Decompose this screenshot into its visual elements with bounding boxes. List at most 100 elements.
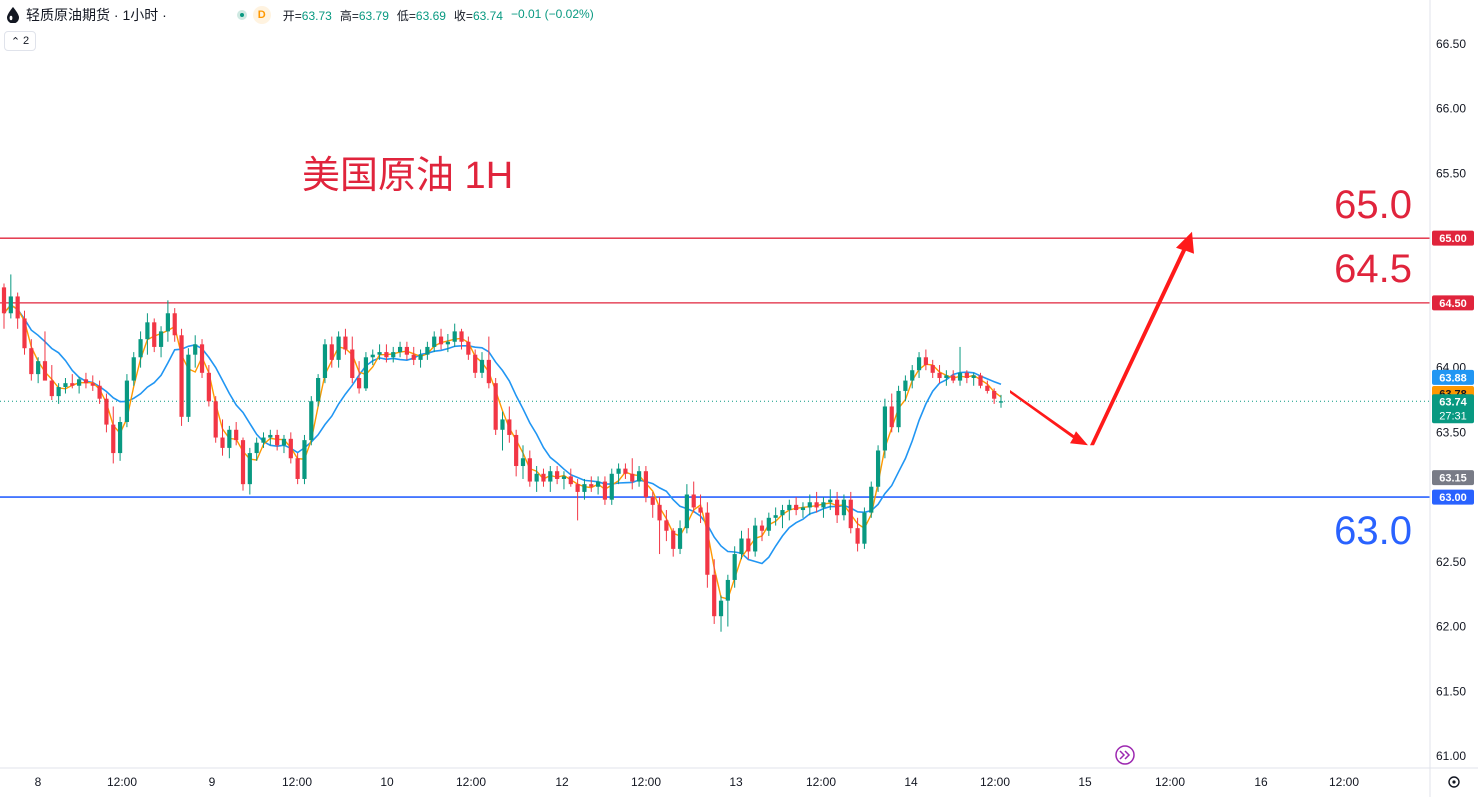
candle — [609, 468, 614, 505]
candle — [22, 310, 27, 355]
candle — [951, 370, 956, 384]
candle — [787, 499, 792, 521]
level-label-63: 63.0 — [1334, 509, 1412, 553]
x-tick-label: 12:00 — [980, 775, 1010, 789]
candle — [459, 328, 464, 350]
countdown-label: 27:31 — [1439, 410, 1467, 422]
candle — [828, 489, 833, 511]
candle — [725, 574, 730, 627]
x-tick-label: 12:00 — [107, 775, 137, 789]
candle — [589, 476, 594, 492]
candle — [807, 494, 812, 516]
candle — [83, 372, 89, 389]
candle — [36, 357, 41, 384]
candle — [356, 361, 362, 394]
forecast-arrow-down — [1010, 389, 1088, 446]
candle — [937, 365, 942, 384]
y-tick-label: 63.50 — [1436, 425, 1466, 439]
candle — [527, 450, 532, 487]
candle — [882, 398, 888, 459]
candle — [404, 341, 409, 360]
candle — [97, 380, 102, 404]
candle — [329, 336, 334, 368]
candle — [384, 344, 389, 363]
candle — [568, 468, 573, 487]
x-tick-label: 8 — [35, 775, 42, 789]
candle — [541, 468, 546, 487]
candle — [957, 346, 963, 386]
candle — [288, 432, 293, 464]
candle — [275, 429, 280, 451]
chart-header: 轻质原油期货 · 1小时 · D 开=63.73 高=63.79 低=63.69… — [0, 0, 594, 30]
candle — [309, 396, 314, 446]
level-label-65: 65.0 — [1334, 183, 1412, 227]
candle — [636, 466, 642, 487]
chevron-up-icon: ⌃ — [10, 35, 21, 48]
candle — [548, 466, 553, 492]
candle — [821, 497, 826, 518]
candle — [220, 419, 225, 456]
symbol-title[interactable]: 轻质原油期货 · 1小时 · — [26, 7, 167, 23]
x-tick-label: 14 — [904, 775, 918, 789]
candle — [445, 333, 450, 353]
candle — [193, 335, 198, 368]
candle — [773, 507, 778, 526]
candle — [486, 336, 491, 389]
candle — [438, 328, 444, 350]
candle — [63, 377, 68, 394]
scroll-to-realtime-icon[interactable] — [1115, 745, 1135, 765]
candle — [630, 458, 635, 490]
candle — [261, 432, 266, 448]
candle — [199, 339, 205, 378]
candle — [650, 491, 655, 518]
candle — [923, 349, 928, 371]
candle — [466, 336, 471, 360]
candle — [111, 406, 116, 464]
candle — [343, 328, 348, 355]
x-tick-label: 12 — [555, 775, 569, 789]
x-tick-label: 15 — [1078, 775, 1092, 789]
x-tick-label: 12:00 — [631, 775, 661, 789]
x-tick-label: 12:00 — [806, 775, 836, 789]
indicators-collapse-button[interactable]: ⌃ 2 — [4, 31, 36, 51]
candle — [240, 437, 246, 491]
candle — [691, 481, 696, 513]
candle — [8, 274, 13, 319]
svg-text:63.00: 63.00 — [1439, 492, 1467, 504]
y-tick-label: 66.50 — [1436, 37, 1466, 51]
candle — [90, 375, 95, 391]
candle — [520, 445, 526, 479]
candle — [295, 453, 300, 485]
level-label-645: 64.5 — [1334, 247, 1412, 291]
candle — [814, 491, 819, 513]
candle — [623, 463, 628, 479]
market-status[interactable]: D — [236, 6, 271, 24]
settings-icon[interactable] — [1448, 776, 1460, 788]
candle — [77, 376, 82, 394]
candle — [322, 339, 328, 384]
candle — [746, 528, 751, 560]
price-tag-last: 63.74 27:31 — [1432, 394, 1474, 424]
y-tick-label: 61.50 — [1436, 684, 1466, 698]
candle — [452, 323, 457, 347]
candle — [186, 348, 191, 423]
y-tick-label: 66.00 — [1436, 102, 1466, 116]
candle — [889, 393, 894, 433]
price-tag-63: 63.00 — [1432, 489, 1474, 505]
open-value: 63.73 — [301, 8, 332, 23]
candle — [596, 476, 601, 495]
candle — [493, 377, 498, 435]
candle — [896, 385, 901, 433]
candle — [316, 374, 321, 407]
candle — [336, 331, 341, 368]
candle — [910, 365, 915, 389]
candle — [971, 372, 976, 386]
candle — [1, 283, 7, 329]
candle — [29, 339, 34, 381]
candle — [875, 445, 881, 492]
candle — [42, 331, 48, 381]
candle — [705, 502, 710, 588]
svg-text:63.15: 63.15 — [1439, 473, 1467, 485]
candle — [213, 396, 218, 443]
